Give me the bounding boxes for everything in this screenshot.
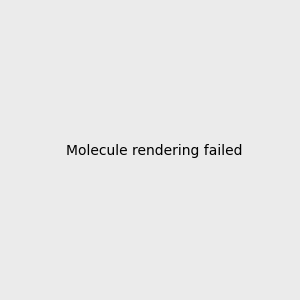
Text: Molecule rendering failed: Molecule rendering failed xyxy=(65,145,242,158)
